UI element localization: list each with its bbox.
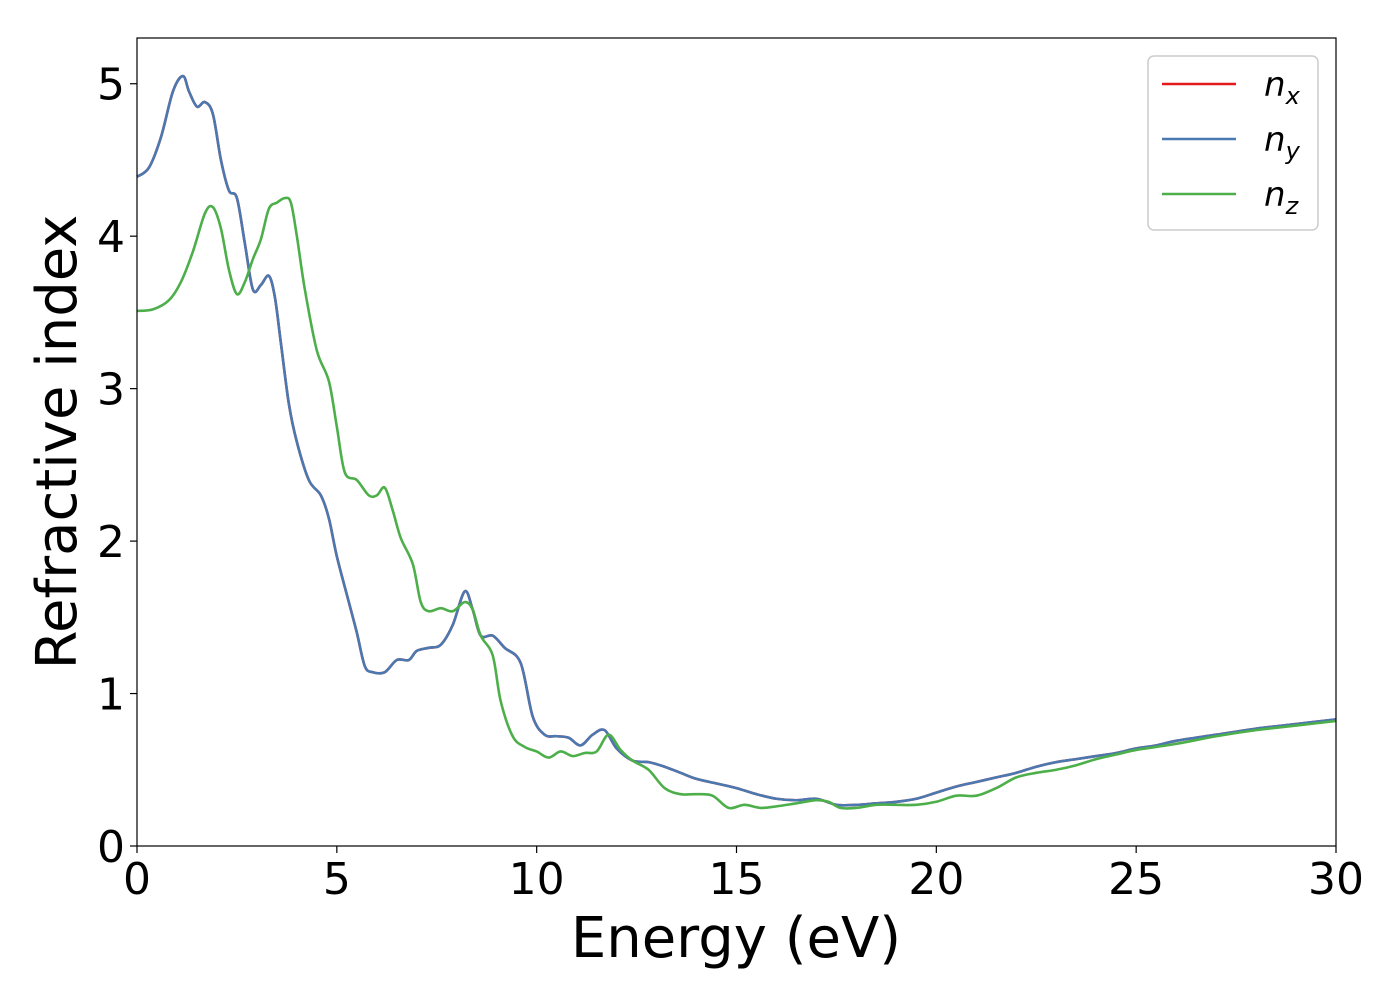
x-tick-label: 15	[709, 854, 765, 905]
y-tick-label: 1	[97, 670, 125, 721]
y-tick-label: 3	[97, 365, 125, 416]
x-tick-label: 25	[1108, 854, 1164, 905]
series-layer	[136, 74, 1337, 810]
y-ticks: 0 1 2 3 4 5	[97, 60, 137, 873]
x-tick-label: 30	[1308, 854, 1364, 905]
legend-label-ny: ny	[1264, 120, 1301, 165]
x-tick-label: 10	[509, 854, 565, 905]
y-tick-label: 2	[97, 517, 125, 568]
x-tick-label: 20	[908, 854, 964, 905]
legend-box	[1147, 55, 1319, 231]
x-axis-label: Energy (eV)	[571, 906, 901, 971]
legend-entries: nx ny nz	[1162, 65, 1301, 220]
y-tick-label: 0	[97, 822, 125, 873]
y-tick-label: 5	[97, 60, 125, 111]
legend: nx ny nz	[1147, 55, 1319, 231]
series-line-nz	[136, 196, 1337, 810]
x-tick-label: 0	[123, 854, 151, 905]
x-tick-label: 5	[323, 854, 351, 905]
y-tick-label: 4	[97, 212, 125, 263]
series-line-ny	[136, 74, 1337, 807]
legend-label-nx: nx	[1264, 65, 1301, 110]
y-axis-label: Refractive index	[25, 215, 90, 670]
legend-label-nz: nz	[1264, 175, 1300, 220]
x-ticks: 0 5 10 15 20 25 30	[123, 846, 1364, 905]
